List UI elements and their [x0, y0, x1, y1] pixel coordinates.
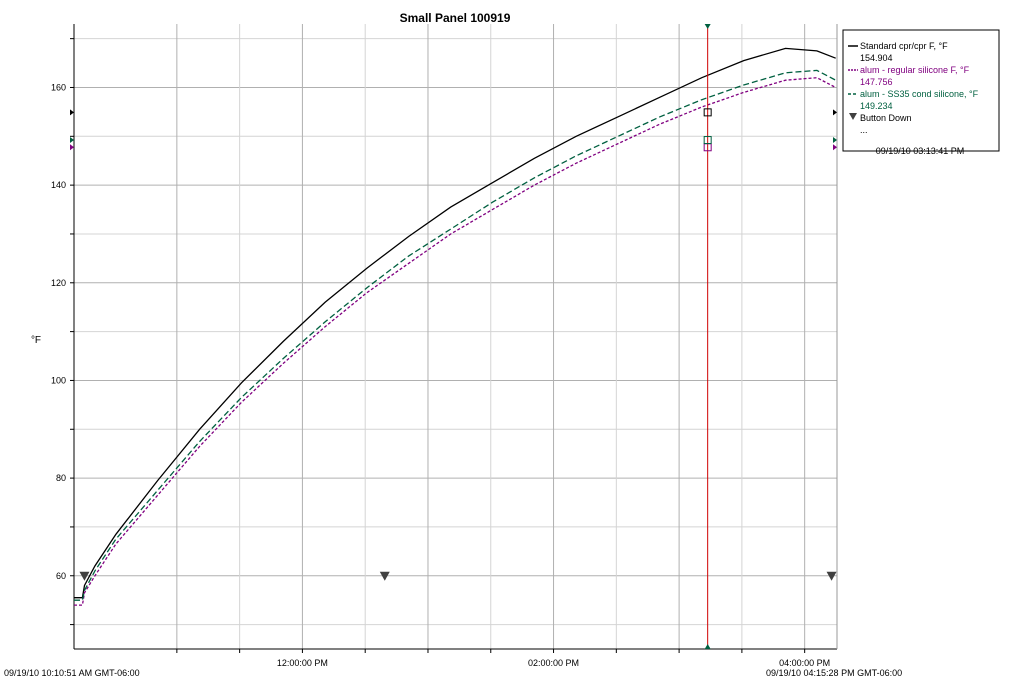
cursor[interactable]	[703, 24, 712, 649]
button-down-marker	[79, 571, 90, 581]
y-tick-label: 60	[56, 571, 66, 581]
right-value-marker	[833, 144, 837, 151]
cursor-value-box	[703, 136, 712, 145]
left-value-marker	[70, 144, 74, 151]
legend-value-1: 154.904	[860, 53, 893, 63]
legend-event-value: ...	[860, 125, 868, 135]
series-line-3[interactable]	[74, 69, 837, 601]
series-lines[interactable]	[74, 47, 837, 606]
legend-value-2: 147.756	[860, 77, 893, 87]
legend-label-2: alum - regular silicone F, °F	[860, 65, 970, 75]
legend-box	[842, 29, 1000, 152]
x-tick-label: 02:00:00 PM	[528, 658, 579, 668]
y-tick-label: 160	[51, 82, 66, 92]
y-tick-label: 100	[51, 375, 66, 385]
legend-event-label: Button Down	[860, 113, 912, 123]
grid	[74, 24, 837, 649]
y-axis-label: °F	[31, 335, 41, 346]
legend-value-3: 149.234	[860, 101, 893, 111]
cursor-value-box	[703, 108, 712, 117]
y-tick-label: 80	[56, 473, 66, 483]
right-value-marker	[833, 137, 837, 144]
x-tick-label: 12:00:00 PM	[277, 658, 328, 668]
button-down-marker	[826, 571, 837, 581]
event-markers	[70, 109, 837, 581]
button-down-marker	[379, 571, 390, 581]
legend-label-3: alum - SS35 cond silicone, °F	[860, 89, 979, 99]
cursor-top-handle[interactable]	[704, 24, 711, 29]
chart-title: Small Panel 100919	[400, 11, 511, 25]
right-value-marker	[833, 109, 837, 116]
series-line-1[interactable]	[74, 47, 836, 599]
legend-label-1: Standard cpr/cpr F, °F	[860, 41, 948, 51]
cursor-label: 09/19/10 03:13:41 PM	[876, 146, 965, 156]
x-tick-label: 04:00:00 PM	[779, 658, 830, 668]
legend: Standard cpr/cpr F, °F 154.904 alum - regu…	[842, 29, 1000, 156]
x-start-label: 09/19/10 10:10:51 AM GMT-06:00	[4, 668, 140, 678]
left-value-marker	[70, 109, 74, 116]
axes: 60 80 100 120 140 160 12:00:00 PM 02:00:00 PM 04…	[51, 24, 838, 668]
legend-event-icon	[849, 113, 857, 120]
y-tick-label: 140	[51, 180, 66, 190]
cursor-bottom-handle[interactable]	[704, 644, 711, 649]
y-tick-label: 120	[51, 278, 66, 288]
left-value-marker	[70, 137, 74, 144]
series-line-2[interactable]	[74, 77, 837, 606]
x-end-label: 09/19/10 04:15:28 PM GMT-06:00	[766, 668, 902, 678]
